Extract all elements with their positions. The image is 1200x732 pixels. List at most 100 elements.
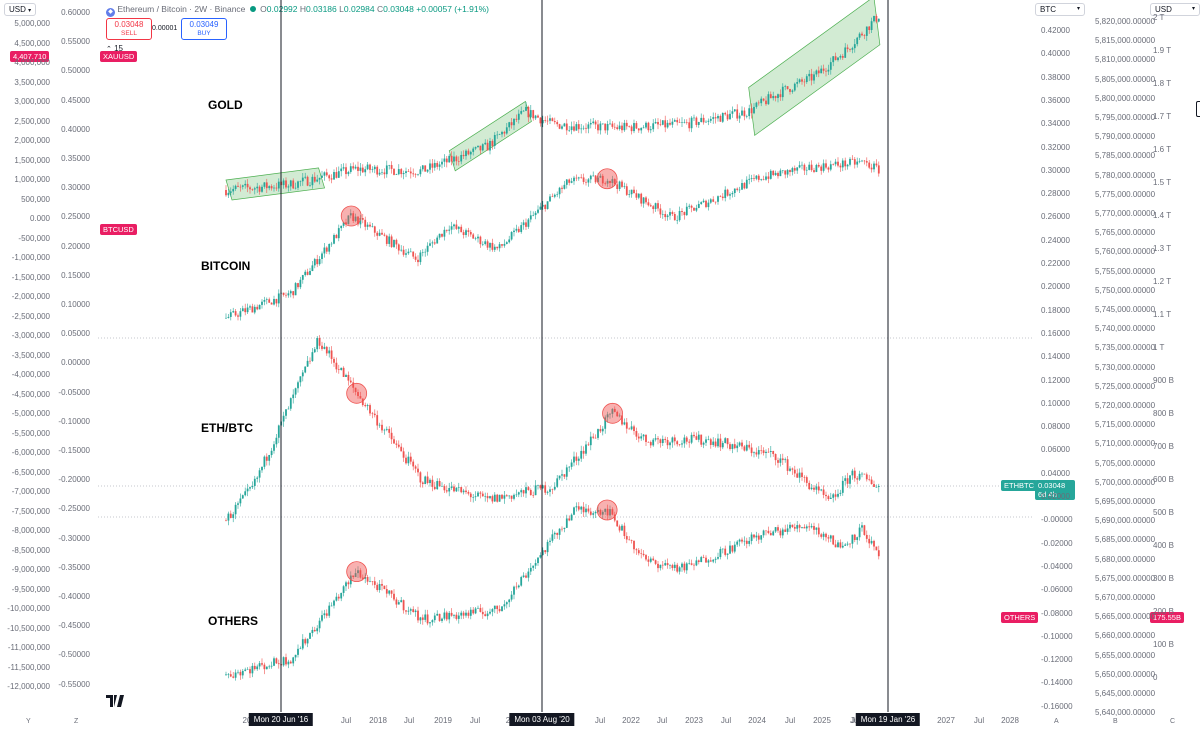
candle [865, 26, 868, 41]
candle [760, 535, 763, 543]
sell-button[interactable]: 0.03048 SELL [106, 18, 152, 40]
candle [577, 456, 580, 466]
candle [268, 454, 271, 466]
green-trend-channel[interactable] [448, 100, 532, 172]
candle [513, 493, 515, 501]
candle [227, 511, 230, 526]
right-currency-select[interactable]: USD ▾ [1150, 3, 1200, 16]
candle [462, 150, 465, 160]
candle [563, 527, 566, 533]
candle [275, 182, 278, 191]
candle [361, 398, 364, 407]
right-axis-1-tick: 0.02000 [1041, 492, 1070, 501]
candle [534, 559, 537, 569]
candle [347, 215, 350, 225]
candle [796, 167, 799, 174]
candle [652, 438, 655, 447]
peak-highlight-circle[interactable] [346, 382, 368, 404]
candle [834, 52, 837, 61]
candle [841, 53, 844, 60]
candle [474, 607, 477, 615]
left-currency-select[interactable]: USD ▾ [4, 3, 37, 16]
candle [472, 606, 475, 615]
candle [455, 612, 458, 621]
candle [786, 456, 789, 475]
candle [246, 667, 249, 670]
candle [532, 491, 535, 498]
candle [657, 561, 659, 573]
candle [510, 118, 513, 129]
candle [364, 166, 367, 177]
candle [767, 448, 770, 453]
candle [484, 139, 487, 146]
right-symbol-label: BTC [1040, 5, 1056, 14]
candle [633, 119, 635, 134]
right-axis-2-tick: 5,695,000.00000 [1095, 497, 1156, 506]
candle [436, 235, 439, 244]
candle [774, 95, 777, 102]
candle [712, 196, 715, 203]
right-symbol-select[interactable]: BTC ▾ [1035, 3, 1085, 16]
peak-highlight-circle[interactable] [346, 561, 368, 583]
indicators-toggle[interactable]: ⌃ 15 [106, 44, 123, 53]
candle [366, 403, 369, 411]
candle [561, 526, 563, 532]
candle [589, 174, 592, 184]
candle [640, 433, 643, 441]
symbol-legend[interactable]: ◆ Ethereum / Bitcoin · 2W · Binance O0.0… [106, 4, 489, 17]
candle [441, 233, 443, 238]
candle [484, 492, 487, 502]
candle [681, 440, 683, 448]
buy-button[interactable]: 0.03049 BUY [181, 18, 227, 40]
candle [599, 425, 602, 434]
candle [671, 563, 674, 571]
candle [659, 204, 662, 219]
candle [227, 313, 230, 319]
candle [693, 563, 695, 571]
candle [229, 510, 232, 519]
candle [625, 417, 628, 434]
candle [729, 109, 731, 120]
candle [798, 161, 801, 169]
candle [383, 585, 386, 590]
candle [774, 526, 777, 533]
candle [395, 597, 398, 608]
left-axis-1-tick: -10,500,000 [7, 623, 50, 633]
peak-highlight-circle[interactable] [596, 499, 618, 521]
candle [311, 261, 314, 272]
peak-highlight-circle[interactable] [602, 402, 623, 424]
candle [592, 511, 595, 519]
candle [263, 296, 266, 306]
candle [834, 539, 837, 548]
candle [493, 132, 496, 150]
candle [429, 159, 431, 174]
green-trend-channel[interactable] [225, 167, 326, 201]
candle [414, 464, 417, 473]
candle [251, 481, 254, 489]
candle [551, 488, 554, 495]
peak-highlight-circle[interactable] [340, 205, 362, 227]
candle [683, 119, 686, 124]
candle [505, 241, 508, 245]
candle [484, 238, 487, 246]
candle [621, 523, 623, 532]
candle [469, 492, 472, 502]
candle [474, 491, 477, 501]
right-axis-2-tick: 5,795,000.00000 [1095, 113, 1156, 122]
candle [407, 248, 410, 255]
candle [553, 193, 556, 199]
candle [582, 502, 585, 518]
candle [613, 122, 616, 130]
peak-highlight-circle[interactable] [596, 168, 618, 190]
scroll-handle[interactable] [1196, 101, 1200, 117]
left-axis-2-tick: 0.55000 [61, 37, 90, 47]
green-trend-channel[interactable] [748, 0, 881, 137]
candle [481, 241, 484, 247]
candle [712, 558, 715, 564]
candle [625, 532, 628, 544]
candle [666, 558, 669, 569]
candle [268, 297, 271, 303]
candle [690, 116, 693, 133]
